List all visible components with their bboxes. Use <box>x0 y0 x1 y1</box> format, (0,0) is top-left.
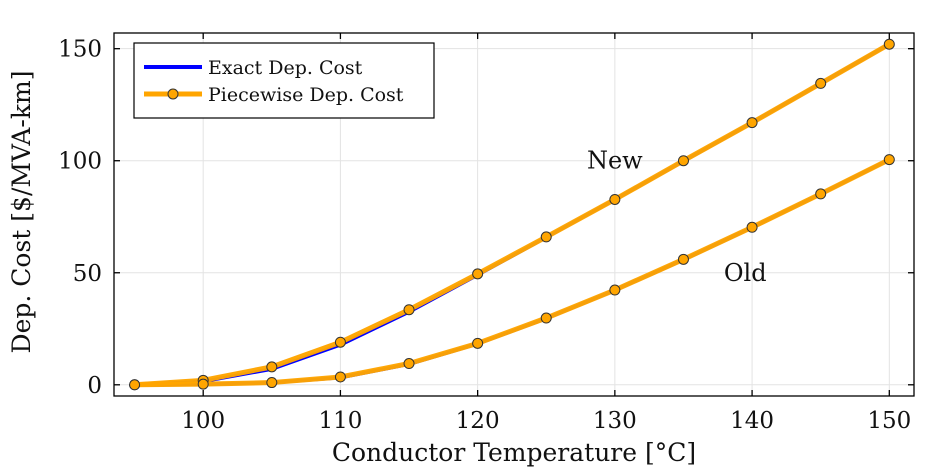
legend: Exact Dep. Cost Piecewise Dep. Cost <box>133 42 435 119</box>
piecewise-series-line <box>134 157 891 388</box>
legend-piecewise-label: Piecewise Dep. Cost <box>208 84 404 106</box>
piecewise-data-point <box>540 312 552 324</box>
piecewise-data-point <box>472 337 484 349</box>
exact-series-line <box>134 158 891 387</box>
x-tick-label: 140 <box>730 408 774 434</box>
legend-box <box>133 42 435 119</box>
piecewise-data-point <box>609 193 621 205</box>
x-tick-label: 130 <box>593 408 637 434</box>
y-tick-label: 0 <box>87 373 102 399</box>
piecewise-data-point <box>197 378 209 390</box>
piecewise-series-line <box>134 42 891 388</box>
piecewise-data-point <box>746 221 758 233</box>
piecewise-data-point <box>403 304 415 316</box>
piecewise-data-point <box>403 358 415 370</box>
x-tick-label: 150 <box>867 408 911 434</box>
piecewise-data-point <box>677 155 689 167</box>
y-axis-label: Dep. Cost [$/MVA-km] <box>7 71 36 354</box>
legend-exact-label: Exact Dep. Cost <box>208 57 363 79</box>
ticks: 100 110 120 130 140 150 0 50 100 150 <box>58 33 914 434</box>
piecewise-data-point <box>472 268 484 280</box>
legend-piecewise-marker <box>167 88 179 100</box>
annotation-old: Old <box>724 259 767 287</box>
piecewise-data-point <box>334 336 346 348</box>
series-layer <box>129 38 895 391</box>
piecewise-data-point <box>883 154 895 166</box>
x-tick-label: 110 <box>318 408 362 434</box>
y-tick-label: 150 <box>58 37 102 63</box>
piecewise-data-point <box>815 188 827 200</box>
piecewise-data-point <box>677 253 689 265</box>
piecewise-data-point <box>266 377 278 389</box>
x-tick-label: 100 <box>181 408 225 434</box>
x-axis-label: Conductor Temperature [°C] <box>332 438 696 467</box>
y-tick-label: 50 <box>73 261 102 287</box>
y-tick-label: 100 <box>58 149 102 175</box>
piecewise-data-point <box>746 117 758 129</box>
piecewise-data-point <box>129 379 141 391</box>
piecewise-data-point <box>266 361 278 373</box>
annotation-new: New <box>587 147 643 175</box>
plot-frame <box>113 32 915 397</box>
x-tick-label: 120 <box>456 408 500 434</box>
piecewise-data-point <box>883 38 895 50</box>
piecewise-data-point <box>334 371 346 383</box>
piecewise-data-point <box>815 77 827 89</box>
piecewise-data-point <box>609 284 621 296</box>
piecewise-data-point <box>540 231 552 243</box>
